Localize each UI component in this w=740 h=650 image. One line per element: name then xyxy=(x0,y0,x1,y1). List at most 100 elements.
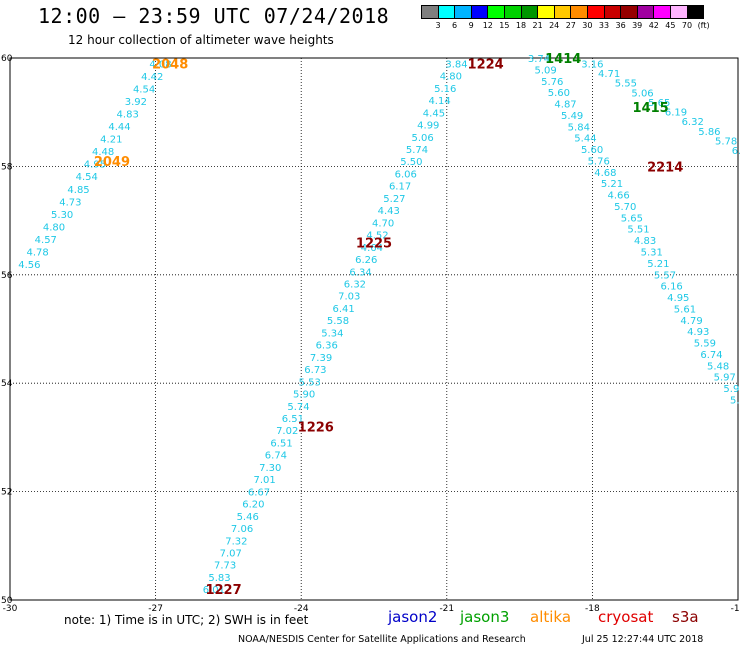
swh-value: 5.30 xyxy=(51,210,73,221)
swh-value: 5.27 xyxy=(383,194,405,205)
legend-item-cryosat: cryosat xyxy=(598,608,654,626)
longitude-tick-label: -21 xyxy=(439,604,454,614)
swh-value: 6.34 xyxy=(349,267,371,278)
swh-value: 5.21 xyxy=(647,259,669,270)
swh-value: 5.51 xyxy=(627,225,649,236)
swh-value: 3.74 xyxy=(528,54,550,65)
swh-value: 4.44 xyxy=(108,122,130,133)
swh-value: 5.61 xyxy=(674,304,696,315)
track-time-label: 1227 xyxy=(205,583,241,598)
swh-value: 4.68 xyxy=(594,168,616,179)
colorbar-label: 27 xyxy=(565,21,576,30)
longitude-tick-label: -27 xyxy=(148,604,163,614)
swh-value: 6.41 xyxy=(333,304,355,315)
swh-value: 4.99 xyxy=(417,121,439,132)
swh-value: 5.76 xyxy=(588,156,610,167)
swh-value: 5.83 xyxy=(208,573,230,584)
longitude-tick-label: -24 xyxy=(294,604,309,614)
track-time-label: 2048 xyxy=(152,57,188,72)
colorbar-label: 24 xyxy=(549,21,560,30)
swh-value: 5.53 xyxy=(299,377,321,388)
swh-value: 5.86 xyxy=(698,127,720,138)
note-text: note: 1) Time is in UTC; 2) SWH is in fe… xyxy=(64,613,309,627)
swh-value: 4.93 xyxy=(687,327,709,338)
swh-colorbar-labels: 3 6 9 12 15 18 21 24 27 30 33 36 39 42 45 70 (ft) xyxy=(421,21,740,33)
swh-value: 4.79 xyxy=(680,316,702,327)
swh-value: 5.06 xyxy=(631,88,653,99)
swh-value: 4.43 xyxy=(378,206,400,217)
swh-value: 6.16 xyxy=(661,282,683,293)
swh-value: 3.92 xyxy=(125,97,147,108)
swh-value: 5.8 xyxy=(730,395,740,406)
swh-value: 5.60 xyxy=(581,145,603,156)
swh-value: 3.16 xyxy=(581,59,603,70)
swh-value: 5.49 xyxy=(561,111,583,122)
swh-value: 5.90 xyxy=(293,390,315,401)
swh-value: 5.76 xyxy=(541,77,563,88)
latitude-tick-label: 60 xyxy=(1,54,13,64)
swh-value: 6.20 xyxy=(242,500,264,511)
colorbar-label: 42 xyxy=(648,21,659,30)
swh-value: 7.02 xyxy=(276,426,298,437)
colorbar-label: 21 xyxy=(532,21,543,30)
legend-item-s3a: s3a xyxy=(672,608,699,626)
colorbar-label: 12 xyxy=(482,21,493,30)
colorbar-label: 70 xyxy=(681,21,693,30)
track-time-label: 1415 xyxy=(633,101,669,116)
swh-value: 7.73 xyxy=(214,561,236,572)
colorbar-label: 33 xyxy=(598,21,610,30)
swh-value: 7.39 xyxy=(310,353,332,364)
swh-value: 5.09 xyxy=(535,65,557,76)
swh-value: 6.06 xyxy=(395,169,417,180)
colorbar-label: 3 xyxy=(435,21,441,30)
swh-value: 4.80 xyxy=(440,72,462,83)
swh-colorbar xyxy=(421,5,705,19)
swh-value: 5.59 xyxy=(694,339,716,350)
swh-value: 5.9 xyxy=(723,384,739,395)
swh-value: 7.03 xyxy=(338,292,360,303)
track-time-label: 1226 xyxy=(298,421,334,436)
swh-value: 4.70 xyxy=(372,218,394,229)
swh-value: 4.54 xyxy=(133,84,155,95)
swh-value: 5.84 xyxy=(568,122,590,133)
swh-value: 6.51 xyxy=(282,414,304,425)
swh-value: 4.21 xyxy=(100,135,122,146)
swh-value: 5.06 xyxy=(412,133,434,144)
track-time-label: 2214 xyxy=(647,160,683,175)
legend-item-jason2: jason2 xyxy=(388,608,438,626)
swh-value: 6.74 xyxy=(265,451,287,462)
swh-value: 5.48 xyxy=(707,361,729,372)
swh-value: 4.45 xyxy=(423,108,445,119)
page-subtitle: 12 hour collection of altimeter wave hei… xyxy=(68,33,334,47)
longitude-tick-label: -15 xyxy=(731,604,740,614)
swh-value: 6.37 xyxy=(732,146,740,157)
swh-value: 4.56 xyxy=(18,260,40,271)
colorbar-swatch xyxy=(686,5,705,19)
swh-value: 4.64 xyxy=(361,243,383,254)
swh-value: 5.74 xyxy=(287,402,309,413)
swh-value: 7.32 xyxy=(225,536,247,547)
swh-value: 7.30 xyxy=(259,463,281,474)
track-time-label: 1224 xyxy=(468,57,504,72)
swh-value: 4.87 xyxy=(554,100,576,111)
swh-value: 4.54 xyxy=(76,172,98,183)
latitude-tick-label: 54 xyxy=(1,379,13,389)
colorbar-label: (ft) xyxy=(697,21,710,30)
track-time-label: 2049 xyxy=(94,155,130,170)
swh-value: 4.83 xyxy=(117,110,139,121)
colorbar-label: 30 xyxy=(582,21,593,30)
swh-value: 3.84 xyxy=(445,59,467,70)
swh-value: 5.55 xyxy=(615,79,637,90)
swh-value: 4.83 xyxy=(634,236,656,247)
swh-value: 4.95 xyxy=(84,160,106,171)
colorbar-label: 9 xyxy=(468,21,474,30)
page-title: 12:00 — 23:59 UTC 07/24/2018 xyxy=(38,4,390,28)
swh-value: 5.97 xyxy=(714,373,736,384)
swh-value: 5.21 xyxy=(601,179,623,190)
swh-value: 6.74 xyxy=(700,350,722,361)
colorbar-label: 36 xyxy=(615,21,626,30)
swh-value: 5.46 xyxy=(237,512,259,523)
swh-value: 6.73 xyxy=(304,365,326,376)
swh-value: 5.31 xyxy=(641,247,663,258)
swh-value: 7.07 xyxy=(220,548,242,559)
